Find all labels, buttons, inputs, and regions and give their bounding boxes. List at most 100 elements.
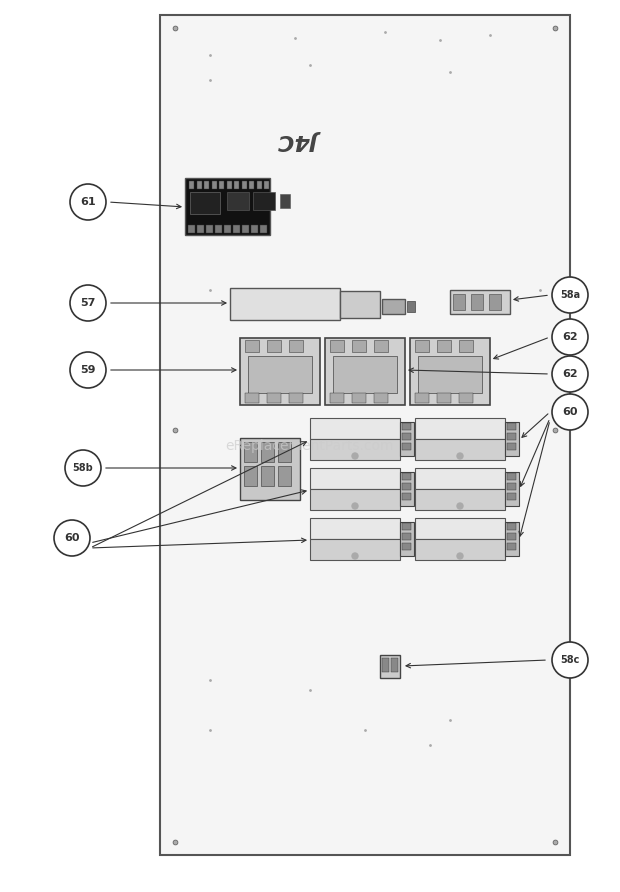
Bar xyxy=(245,340,259,352)
Bar xyxy=(505,422,519,456)
Circle shape xyxy=(457,553,463,559)
Bar xyxy=(418,356,482,393)
Bar xyxy=(160,15,570,855)
Bar xyxy=(400,472,414,506)
Bar xyxy=(415,539,505,560)
Bar xyxy=(206,225,213,233)
Bar xyxy=(459,340,473,352)
Circle shape xyxy=(457,503,463,509)
Bar xyxy=(402,433,411,440)
Text: 57: 57 xyxy=(81,298,95,308)
Circle shape xyxy=(552,356,588,392)
Text: J4C: J4C xyxy=(285,130,325,150)
Bar xyxy=(374,340,388,352)
Bar xyxy=(402,533,411,540)
Bar xyxy=(261,466,274,486)
Bar xyxy=(507,523,516,530)
Bar xyxy=(240,338,320,405)
Bar xyxy=(382,658,389,672)
Bar xyxy=(402,443,411,450)
Bar xyxy=(507,483,516,490)
Bar xyxy=(257,181,262,189)
Bar xyxy=(240,438,300,500)
Bar xyxy=(242,225,249,233)
Bar xyxy=(507,533,516,540)
Bar xyxy=(415,418,505,439)
Bar xyxy=(505,472,519,506)
Bar xyxy=(333,356,397,393)
Text: 60: 60 xyxy=(562,407,578,417)
Bar xyxy=(226,181,231,189)
Circle shape xyxy=(70,352,106,388)
Bar xyxy=(197,181,202,189)
Bar xyxy=(415,489,505,510)
Bar xyxy=(310,518,400,539)
Bar xyxy=(251,225,258,233)
Circle shape xyxy=(552,394,588,430)
Bar xyxy=(248,356,312,393)
Text: 62: 62 xyxy=(562,332,578,342)
Bar xyxy=(402,543,411,550)
Bar xyxy=(289,393,303,403)
Bar xyxy=(211,181,216,189)
Bar xyxy=(249,181,254,189)
Bar xyxy=(471,294,483,310)
Text: 58c: 58c xyxy=(560,655,580,665)
Text: 59: 59 xyxy=(80,365,95,375)
Bar xyxy=(233,225,240,233)
Circle shape xyxy=(352,503,358,509)
Bar xyxy=(189,181,194,189)
Bar xyxy=(507,423,516,430)
Bar xyxy=(278,466,291,486)
Bar xyxy=(280,194,290,208)
Circle shape xyxy=(352,453,358,459)
Bar xyxy=(382,299,405,314)
Text: 58a: 58a xyxy=(560,290,580,300)
Bar xyxy=(278,442,291,462)
Bar xyxy=(391,658,398,672)
Bar xyxy=(267,393,281,403)
Bar xyxy=(340,291,380,318)
Bar xyxy=(415,439,505,460)
Bar xyxy=(245,393,259,403)
Bar xyxy=(415,468,505,489)
Circle shape xyxy=(352,553,358,559)
Bar xyxy=(402,473,411,480)
Bar xyxy=(407,301,415,312)
Text: eReplacementParts.com: eReplacementParts.com xyxy=(226,439,394,453)
Bar xyxy=(507,543,516,550)
Bar xyxy=(310,539,400,560)
Text: 62: 62 xyxy=(562,369,578,379)
Text: 60: 60 xyxy=(64,533,80,543)
Bar xyxy=(410,338,490,405)
Text: 61: 61 xyxy=(80,197,96,207)
Bar xyxy=(330,393,344,403)
Bar xyxy=(267,340,281,352)
Circle shape xyxy=(65,450,101,486)
Bar xyxy=(242,181,247,189)
Bar xyxy=(415,518,505,539)
Bar xyxy=(374,393,388,403)
Circle shape xyxy=(54,520,90,556)
Bar xyxy=(400,522,414,556)
Bar xyxy=(507,443,516,450)
Bar xyxy=(253,192,275,210)
Bar xyxy=(244,442,257,462)
Bar xyxy=(185,178,270,235)
Bar xyxy=(402,423,411,430)
Bar xyxy=(330,340,344,352)
Bar xyxy=(402,523,411,530)
Bar xyxy=(352,393,366,403)
Circle shape xyxy=(552,277,588,313)
Bar xyxy=(507,473,516,480)
Bar xyxy=(400,422,414,456)
Bar xyxy=(264,181,269,189)
Bar xyxy=(261,442,274,462)
Bar xyxy=(204,181,209,189)
Bar xyxy=(325,338,405,405)
Bar xyxy=(244,466,257,486)
Bar xyxy=(437,340,451,352)
Bar xyxy=(437,393,451,403)
Circle shape xyxy=(552,642,588,678)
Bar xyxy=(380,655,400,678)
